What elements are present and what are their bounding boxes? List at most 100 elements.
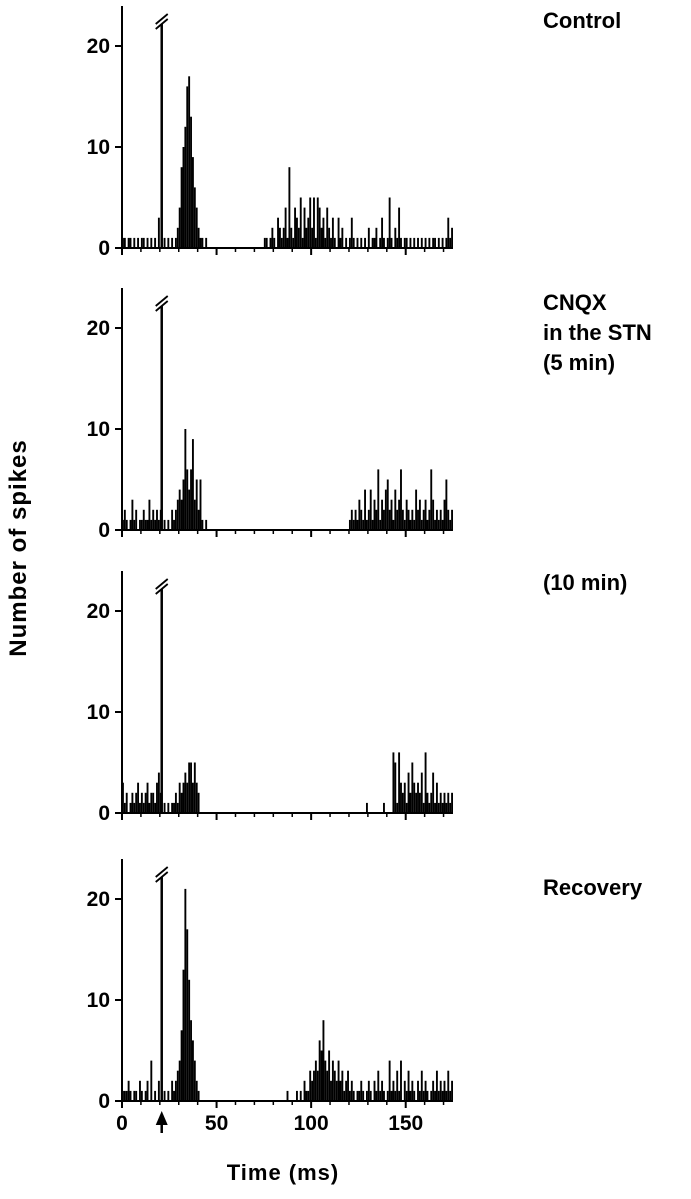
histogram-bar [127, 237, 130, 248]
histogram-bar [286, 1090, 289, 1101]
histogram-bar [328, 227, 331, 248]
histogram-bar [150, 792, 153, 813]
histogram-bar [367, 1080, 370, 1101]
histogram-bar [122, 237, 124, 248]
histogram-bar [324, 1060, 327, 1101]
histogram-bar [409, 1090, 412, 1101]
histogram-bar [388, 1060, 391, 1101]
histogram-bar [148, 499, 151, 530]
histogram-bar [447, 217, 450, 248]
x-tick-label: 0 [116, 1112, 128, 1135]
histogram-bar [135, 792, 138, 813]
histogram-bar [422, 802, 425, 813]
histogram-bar [303, 207, 306, 248]
histogram-bar [299, 197, 302, 248]
histogram-bar [413, 237, 416, 248]
histogram-bar [326, 207, 329, 248]
histogram-bar [154, 802, 157, 813]
histogram-bar [296, 1090, 298, 1101]
histogram-panel: 0 10 20 Control [87, 6, 621, 260]
histogram-bar [324, 237, 327, 248]
histogram-bar [318, 1040, 321, 1101]
histogram-bar [390, 499, 393, 530]
histogram-bar [430, 469, 433, 530]
histogram-bar [157, 772, 160, 813]
histogram-bar [400, 469, 402, 530]
histogram-bar [418, 1090, 421, 1101]
histogram-bar [284, 207, 287, 248]
histogram-bar [133, 802, 136, 813]
histogram-bar [441, 519, 444, 530]
histogram-bar [186, 86, 189, 249]
histogram-bar [403, 519, 406, 530]
histogram-bar [426, 519, 429, 530]
histogram-bar [449, 802, 452, 813]
y-tick-label: 0 [98, 802, 110, 825]
histogram-bar [377, 1070, 380, 1101]
histogram-bar [176, 1070, 179, 1101]
histogram-bar [182, 147, 185, 248]
histogram-bar [400, 1060, 402, 1101]
histogram-bar [428, 802, 431, 813]
histogram-bar [405, 499, 408, 530]
histogram-bar [392, 752, 395, 813]
histogram-bar [401, 792, 404, 813]
histogram-bar [409, 792, 412, 813]
histogram-bar [201, 237, 204, 248]
histogram-bar [365, 802, 368, 813]
histogram-bar [320, 1050, 323, 1101]
histogram-bar [150, 519, 153, 530]
histogram-bar [173, 519, 175, 530]
histogram-bar [407, 509, 410, 530]
histogram-bar [305, 1090, 308, 1101]
histogram-bar [174, 509, 177, 530]
histogram-bar [146, 237, 149, 248]
histogram-bar [148, 802, 151, 813]
histogram-bar [379, 519, 382, 530]
histogram-bar [377, 469, 380, 530]
histogram-bar [186, 469, 189, 530]
histogram-bar [375, 1090, 378, 1101]
histogram-bar [311, 227, 314, 248]
histogram-bar [369, 1090, 372, 1101]
histogram-bar [142, 237, 145, 248]
histogram-bar [180, 167, 183, 248]
histogram-bar [125, 1090, 128, 1101]
histogram-bar [144, 519, 147, 530]
histogram-bar [409, 237, 412, 248]
histogram-bar [367, 227, 370, 248]
histogram-bar [383, 802, 385, 813]
histogram-bar [403, 782, 406, 813]
histogram-bar [122, 1090, 124, 1101]
histogram-bar [190, 1020, 192, 1101]
histogram-bar [362, 519, 365, 530]
y-tick-label: 0 [98, 519, 110, 542]
histogram-bar [331, 1060, 334, 1101]
histogram-bar [369, 489, 372, 530]
histogram-bar [356, 519, 359, 530]
histogram-bar [188, 762, 191, 813]
histogram-bar [133, 237, 136, 248]
histogram-bar [150, 237, 153, 248]
x-axis-label: Time (ms) [227, 1160, 340, 1185]
histogram-bar [178, 1060, 181, 1101]
histogram-bar [396, 1070, 399, 1101]
histogram-bar [146, 782, 149, 813]
axis-break-mark [155, 18, 169, 30]
histogram-bar [386, 237, 389, 248]
histogram-bar [167, 519, 170, 530]
histogram-panel: 0 10 20 0 50 100 150 Recovery [87, 859, 643, 1135]
histogram-bar [394, 489, 397, 530]
histogram-bar [451, 792, 453, 813]
histogram-bar [394, 1090, 397, 1101]
histogram-bar [426, 792, 429, 813]
histogram-bar [435, 1070, 438, 1101]
histogram-bar [197, 509, 200, 530]
histogram-bar [407, 1070, 410, 1101]
histogram-bar [123, 509, 126, 530]
histogram-bar [135, 509, 138, 530]
histogram-bar [375, 509, 378, 530]
histogram-bar [195, 1080, 198, 1101]
histogram-bar [152, 792, 155, 813]
histogram-bar [365, 1090, 368, 1101]
